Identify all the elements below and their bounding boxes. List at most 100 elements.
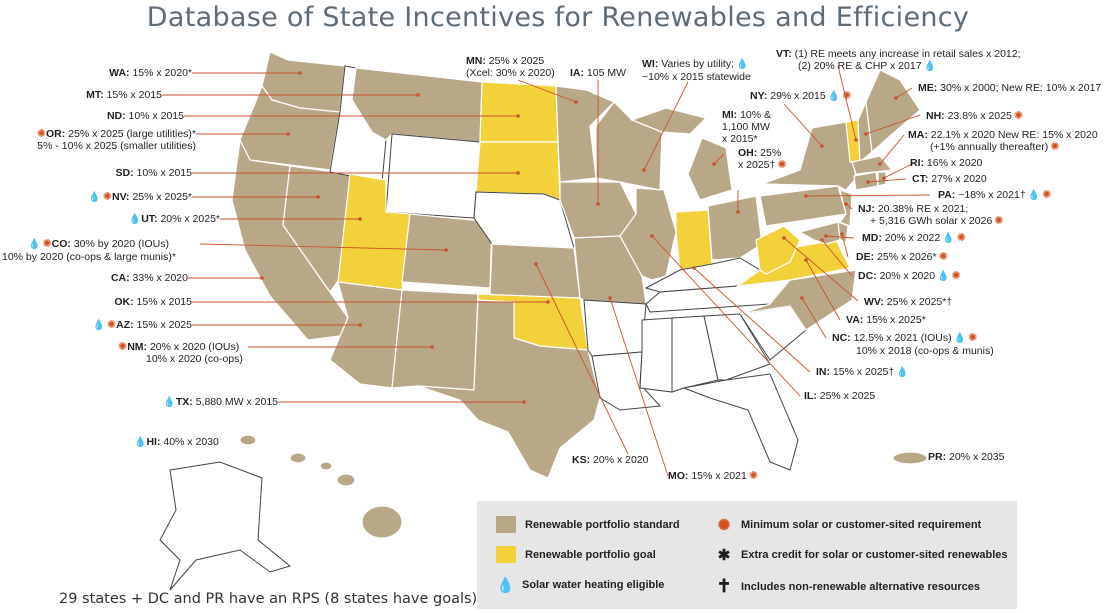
sun-icon: ✺: [951, 270, 961, 282]
legend-min-solar: ✺ Minimum solar or customer-sited requir…: [715, 516, 982, 534]
dagger-icon: ✝: [716, 576, 732, 596]
label-in: IN: 15% x 2025† 💧: [816, 366, 909, 378]
state-tx[interactable]: [417, 299, 601, 479]
label-pr: PR: 20% x 2035: [928, 451, 1005, 463]
state-wy[interactable]: [385, 133, 481, 219]
label-ct: CT: 27% x 2020: [912, 173, 987, 185]
state-me[interactable]: [865, 69, 921, 154]
label-ca: CA: 33% x 2020: [110, 272, 188, 284]
state-pr[interactable]: [892, 451, 928, 465]
state-hi-5[interactable]: [361, 505, 403, 539]
label-wi: WI: Varies by utility; 💧 ~10% x 2015 state…: [642, 58, 751, 83]
label-sd: SD: 10% x 2015: [115, 167, 192, 179]
drop-icon: 💧: [937, 271, 950, 282]
sun-icon: ✺: [717, 517, 731, 534]
state-ar[interactable]: [583, 299, 647, 357]
sun-icon: ✺: [1050, 141, 1060, 153]
state-hi-3[interactable]: [319, 461, 333, 471]
label-md: MD: 20% x 2022 💧 ✺: [862, 232, 966, 244]
drop-icon: 💧: [953, 333, 967, 344]
legend-goal: Renewable portfolio goal: [496, 546, 656, 563]
drop-icon: 💧: [827, 91, 841, 102]
state-mi[interactable]: [687, 137, 733, 201]
goal-swatch: [496, 546, 516, 563]
state-oh[interactable]: [707, 195, 763, 261]
label-oh: OH: 25% x 2025† ✺: [738, 147, 787, 171]
sun-icon: ✺: [956, 232, 966, 244]
state-in[interactable]: [675, 209, 713, 271]
rps-swatch: [496, 516, 516, 533]
state-nm[interactable]: [391, 289, 479, 391]
sun-icon: ✺: [748, 470, 759, 482]
label-de: DE: 25% x 2026* ✺: [856, 251, 948, 263]
drop-icon: 💧: [896, 367, 909, 378]
legend-rps: Renewable portfolio standard: [496, 516, 680, 533]
label-va: VA: 15% x 2025*: [846, 314, 926, 326]
state-ks[interactable]: [489, 243, 581, 299]
state-nj[interactable]: [839, 189, 853, 227]
label-ia: IA: 105 MW: [570, 67, 627, 79]
label-ut: 💧UT: 20% x 2025*: [128, 213, 220, 225]
sun-icon: ✺: [1042, 189, 1052, 201]
state-hi-2[interactable]: [289, 452, 307, 464]
sun-icon: ✺: [994, 215, 1004, 227]
sun-icon: ✺: [968, 332, 978, 344]
label-dc: DC: 20% x 2020 💧 ✺: [858, 270, 961, 282]
label-il: IL: 25% x 2025: [804, 390, 876, 402]
state-pa[interactable]: [759, 185, 847, 227]
state-ak[interactable]: [159, 461, 292, 591]
sun-icon: ✺: [118, 341, 128, 353]
state-md[interactable]: [798, 221, 841, 245]
label-mt: MT: 15% x 2015: [86, 89, 162, 101]
state-ct[interactable]: [853, 171, 879, 191]
drop-icon: 💧: [942, 233, 955, 244]
drop-icon: 💧: [1027, 190, 1041, 201]
footnote: 29 states + DC and PR have an RPS (8 sta…: [59, 591, 478, 607]
sun-icon: ✺: [777, 159, 787, 171]
label-nm: ✺NM: 20% x 2020 (IOUs) 10% x 2020 (co-ops…: [118, 341, 243, 365]
drop-icon: 💧: [28, 239, 41, 250]
label-mn: MN: 25% x 2025 (Xcel: 30% x 2020): [466, 55, 555, 79]
label-mo: MO: 15% x 2021 ✺: [668, 470, 759, 482]
label-nv: 💧 ✺NV: 25% x 2025*: [88, 191, 192, 203]
label-ma: MA: 22.1% x 2020 New RE: 15% x 2020 (+1% …: [908, 129, 1098, 153]
state-mn[interactable]: [555, 85, 616, 183]
state-ga[interactable]: [703, 313, 771, 381]
label-pa: PA: ~18% x 2021† 💧 ✺: [938, 189, 1052, 201]
state-sd[interactable]: [475, 141, 561, 201]
drop-icon: 💧: [923, 61, 936, 72]
label-or: ✺OR: 25% x 2025 (large utilities)* 5% - 1…: [36, 128, 196, 152]
sun-icon: ✺: [42, 238, 52, 250]
legend-solar-water: 💧 Solar water heating eligible: [496, 577, 665, 594]
drop-icon: 💧: [736, 59, 749, 70]
label-ny: NY: 29% x 2015 💧 ✺: [750, 90, 852, 102]
label-ks: KS: 20% x 2020: [572, 454, 649, 466]
legend-extra-credit: ✱ Extra credit for solar or customer-sit…: [715, 546, 1008, 564]
sun-icon: ✺: [36, 128, 46, 140]
drop-icon: 💧: [163, 397, 176, 408]
state-wv[interactable]: [755, 225, 801, 275]
label-vt: VT: (1) RE meets any increase in retail …: [776, 48, 1021, 72]
sun-icon: ✺: [938, 251, 948, 263]
state-al[interactable]: [671, 315, 719, 393]
label-hi: 💧HI: 40% x 2030: [134, 436, 219, 448]
state-ne[interactable]: [473, 191, 575, 249]
label-me: ME: 30% x 2000; New RE: 10% x 2017: [918, 82, 1102, 94]
state-ms[interactable]: [639, 317, 673, 393]
asterisk-icon: ✱: [717, 547, 731, 564]
sun-icon: ✺: [106, 319, 117, 331]
label-tx: 💧TX: 5,880 MW x 2015: [163, 396, 278, 408]
state-hi-4[interactable]: [336, 473, 356, 487]
state-hi-1[interactable]: [239, 434, 257, 446]
legend-non-renewable: ✝ Includes non-renewable alternative res…: [716, 576, 981, 596]
state-fl[interactable]: [682, 373, 799, 471]
label-mi: MI: 10% & 1,100 MW x 2015*: [722, 109, 772, 145]
label-nc: NC: 12.5% x 2021 (IOUs) 💧 ✺ 10% x 2018 (co-…: [832, 332, 994, 357]
state-il[interactable]: [619, 187, 677, 281]
state-mt[interactable]: [351, 67, 483, 143]
state-az[interactable]: [329, 281, 403, 389]
legend: Renewable portfolio standard Renewable p…: [477, 501, 1017, 609]
label-nd: ND: 10% x 2015: [106, 110, 184, 122]
drop-icon: 💧: [88, 192, 101, 203]
state-ma[interactable]: [851, 155, 894, 175]
